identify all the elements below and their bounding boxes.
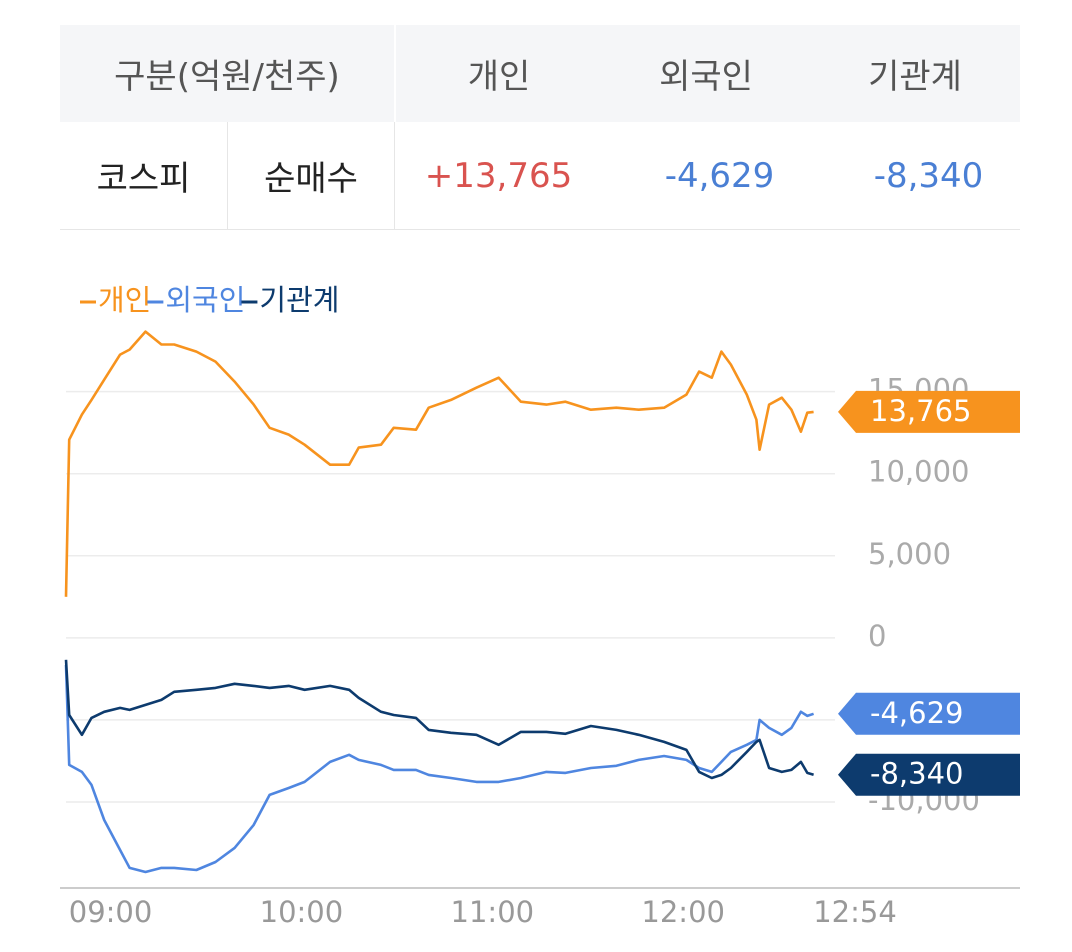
market-cell: 코스피 [60,122,228,230]
x-tick-label: 12:00 [641,895,725,929]
value-cell: -4,629 [602,122,837,230]
x-tick-label: 11:00 [451,895,535,929]
header-cell: 기관계 [810,25,1020,122]
series-line [64,659,814,780]
value-cell: -8,340 [837,122,1020,230]
badge-shape [838,390,1020,433]
end-badge: -4,629 [838,692,1020,735]
badge-shape [838,692,1020,735]
header-cell: 구분(억원/천주) [60,25,394,122]
y-tick-label: 0 [868,619,886,653]
series-line [64,664,815,874]
series-line [64,330,814,597]
header-cell: 외국인 [602,25,810,122]
badge-label: -8,340 [870,757,964,791]
legend-label: 외국인 [165,283,245,317]
end-badge: 13,765 [838,390,1020,433]
x-tick-label: 09:00 [69,895,153,929]
badge-shape [838,753,1020,796]
type-cell: 순매수 [228,122,395,230]
badge-label: 13,765 [870,394,971,428]
end-badge: -8,340 [838,753,1020,796]
value-cell: +13,765 [395,122,602,230]
x-tick-label: 12:54 [813,895,897,929]
legend-label: 개인 [98,283,151,317]
y-tick-label: 5,000 [868,537,951,571]
legend-label: 기관계 [259,283,339,317]
y-tick-label: 10,000 [868,455,969,489]
x-tick-label: 10:00 [260,895,344,929]
badge-label: -4,629 [870,696,964,730]
header-cell: 개인 [396,25,602,122]
